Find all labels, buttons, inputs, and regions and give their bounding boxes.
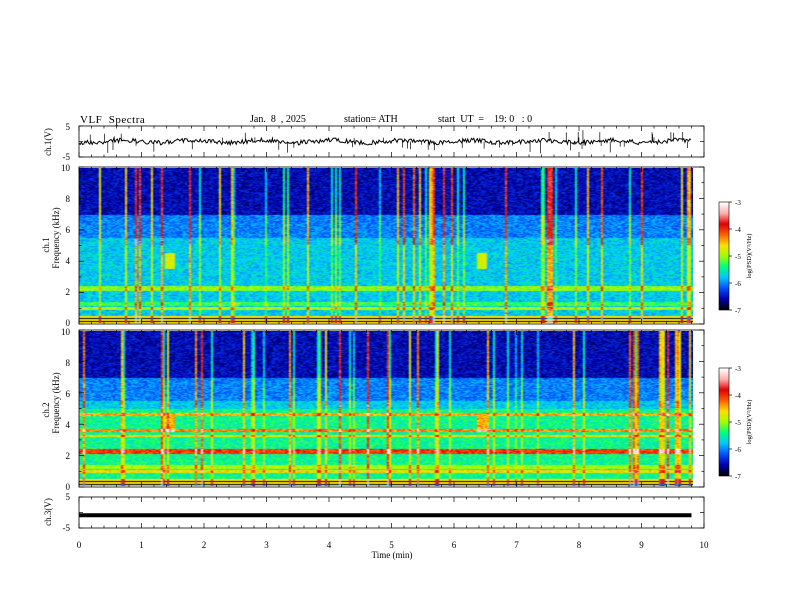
xtick-6: 6	[452, 540, 457, 550]
cb1-tick-m4: -4	[735, 226, 741, 234]
ch1-waveform-line	[78, 136, 692, 147]
spec1-ytick-0: 0	[66, 318, 71, 328]
ch3-ytick-5: 5	[66, 492, 71, 502]
start-time: start UT = 19: 0 : 0	[438, 114, 533, 125]
spec2-ylabel-line1: ch.2	[41, 402, 51, 417]
cb2-label: log(PSD)(V²/Hz)	[746, 400, 753, 445]
ch1-waveform-spikes	[89, 130, 688, 154]
xtick-0: 0	[77, 540, 82, 550]
ch2-colorbar	[719, 368, 729, 476]
cb2-tick-m4: -4	[735, 392, 741, 400]
ch3-ytick-neg5: -5	[63, 523, 71, 533]
xtick-5: 5	[389, 540, 394, 550]
cb2-tick-m7: -7	[735, 473, 741, 481]
xtick-1: 1	[139, 540, 144, 550]
spec1-ytick-4: 4	[66, 256, 71, 266]
spec2-ytick-6: 6	[66, 389, 71, 399]
ch1-ylabel: ch.1(V)	[43, 128, 53, 156]
ch1-ytick-neg5: -5	[63, 152, 71, 162]
spec1-ytick-8: 8	[66, 194, 71, 204]
spec2-ytick-4: 4	[66, 420, 71, 430]
spec1-ylabel-line2: Frequency (kHz)	[51, 207, 61, 268]
cb2-tick-m5: -5	[735, 419, 741, 427]
cb2-tick-m6: -6	[735, 446, 741, 454]
spec1-ytick-2: 2	[66, 287, 71, 297]
cb1-tick-m7: -7	[735, 307, 741, 315]
axis-ticks	[78, 125, 732, 529]
xtick-8: 8	[577, 540, 582, 550]
ch2-spectrogram-image	[79, 331, 693, 486]
cb1-tick-m6: -6	[735, 280, 741, 288]
xtick-10: 10	[700, 540, 710, 550]
spec2-ylabel-line2: Frequency (kHz)	[51, 372, 61, 433]
spec2-ytick-2: 2	[66, 451, 71, 461]
cb1-tick-m5: -5	[735, 253, 741, 261]
ch1-spectrogram-image	[79, 168, 693, 323]
spec1-ytick-10: 10	[61, 163, 71, 173]
xtick-7: 7	[514, 540, 519, 550]
ch3-ylabel: ch.3(V)	[43, 498, 53, 526]
spec1-ylabel-line1: ch.1	[41, 237, 51, 252]
xtick-4: 4	[327, 540, 332, 550]
cb2-tick-m3: -3	[735, 365, 741, 373]
figure-title: VLF Spectra	[80, 114, 146, 126]
xtick-3: 3	[264, 540, 269, 550]
station-name: station= ATH	[344, 114, 398, 125]
spec2-ytick-8: 8	[66, 358, 71, 368]
ch1-ytick-5: 5	[66, 122, 71, 132]
spec2-ytick-10: 10	[61, 327, 71, 337]
spec2-ytick-0: 0	[66, 482, 71, 492]
recording-date: Jan. 8 , 2025	[250, 114, 306, 125]
cb1-label: log(PSD)(V²/Hz)	[746, 234, 753, 279]
cb1-tick-m3: -3	[735, 199, 741, 207]
spec1-ytick-6: 6	[66, 225, 71, 235]
x-axis-label: Time (min)	[372, 550, 413, 560]
xtick-2: 2	[202, 540, 207, 550]
ch1-colorbar	[719, 202, 729, 310]
xtick-9: 9	[639, 540, 644, 550]
